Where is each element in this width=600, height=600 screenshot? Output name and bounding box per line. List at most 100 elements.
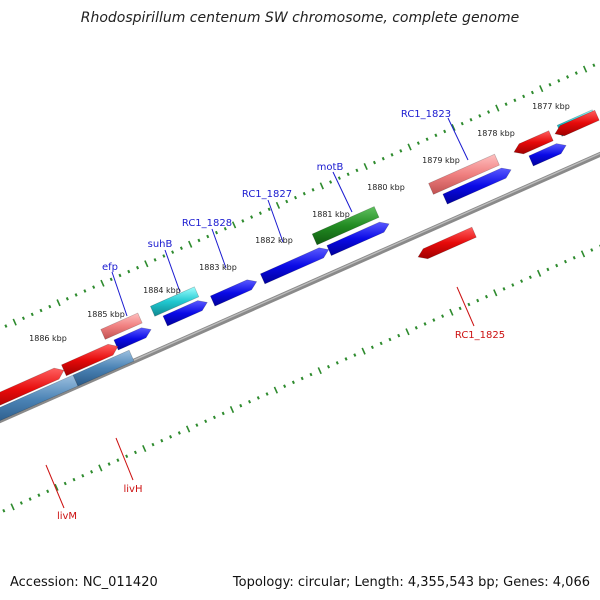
scale-tick: [48, 304, 52, 309]
scale-tick: [484, 294, 488, 299]
scale-tick: [566, 75, 570, 79]
scale-tick: [177, 431, 181, 435]
scale-tick: [326, 364, 331, 369]
scale-tick: [153, 258, 157, 262]
scale-tick: [361, 347, 366, 355]
scale-tick: [522, 94, 526, 99]
scale-tick: [337, 176, 341, 180]
scale-tick: [98, 464, 103, 472]
scale-tick: [37, 493, 41, 497]
scale-tick: [133, 450, 137, 455]
scale-tick: [530, 90, 534, 95]
scale-tick: [495, 104, 500, 112]
map-title: Rhodospirillum centenum SW chromosome, c…: [81, 10, 520, 26]
ticks-upper-track: [4, 63, 596, 328]
scale-tick: [188, 240, 193, 248]
scale-tick: [19, 501, 23, 505]
scale-tick: [179, 246, 183, 250]
scale-tick: [478, 114, 482, 118]
scale-tick: [214, 230, 219, 235]
gene-block-suhb: [150, 286, 200, 317]
scale-tick: [502, 287, 506, 291]
scale-tick: [335, 361, 339, 365]
scale-tick: [204, 419, 208, 424]
scale-tick: [136, 265, 140, 270]
kbp-label-1877: 1877 kbp: [532, 102, 570, 111]
scale-tick: [434, 133, 438, 138]
scale-tick: [63, 481, 67, 486]
scale-tick: [317, 367, 322, 375]
scale-tick: [563, 259, 567, 264]
label-connectors-blue: [111, 117, 469, 317]
gene-arrow-livh-red: [61, 343, 119, 377]
scale-tick: [405, 328, 410, 336]
gene-label-livm: livM: [57, 511, 77, 522]
scale-tick: [90, 470, 94, 474]
scale-tick: [372, 160, 377, 165]
scale-tick: [511, 283, 515, 287]
connector-livh: [115, 437, 134, 481]
scale-tick: [250, 215, 254, 219]
scale-tick: [2, 508, 6, 513]
gene-arrow-livm-red: [0, 367, 65, 406]
gene-arrow-rc1-1827: [260, 247, 330, 285]
scale-tick: [21, 316, 25, 321]
kbp-label-1883: 1883 kbp: [199, 263, 237, 272]
scale-tick: [239, 403, 243, 408]
scale-tick: [127, 269, 131, 274]
scale-tick: [397, 333, 401, 338]
scale-tick: [275, 201, 281, 209]
scale-tick: [528, 275, 532, 279]
scale-tick: [548, 82, 552, 87]
scale-tick: [109, 277, 113, 282]
scale-tick: [399, 149, 403, 153]
scale-tick: [346, 172, 350, 177]
scale-tick: [423, 322, 427, 326]
scale-tick: [590, 248, 594, 252]
kbp-label-1885: 1885 kbp: [87, 310, 125, 319]
gene-arrow-rc1-1828: [210, 279, 258, 307]
scale-tick: [10, 503, 15, 511]
gene-label-suhb: suhB: [148, 239, 173, 250]
scale-tick: [476, 298, 480, 303]
scale-tick: [54, 483, 59, 491]
scale-tick: [72, 477, 76, 482]
gene-arrow-rc1-1825: [417, 226, 477, 260]
scale-tick: [83, 289, 87, 293]
scale-tick: [142, 444, 147, 453]
scale-tick: [449, 308, 454, 316]
scale-tick: [160, 438, 164, 443]
scale-tick: [28, 497, 32, 501]
scale-tick: [81, 473, 85, 478]
scale-tick: [546, 267, 550, 272]
scale-tick: [580, 250, 586, 258]
scale-tick: [118, 273, 122, 278]
accession-text: Accession: NC_011420: [10, 575, 158, 590]
scale-tick: [300, 376, 304, 381]
scale-tick: [100, 279, 105, 287]
scale-tick: [311, 188, 315, 192]
scale-tick: [520, 279, 524, 283]
scale-tick: [223, 226, 227, 231]
scale-tick: [258, 211, 262, 215]
genome-summary-text: Topology: circular; Length: 4,355,543 bp…: [232, 575, 590, 590]
ticks-lower-track: [2, 244, 600, 513]
scale-tick: [493, 289, 498, 297]
scale-tick: [390, 153, 394, 157]
scale-tick: [241, 219, 245, 223]
scale-tick: [39, 308, 43, 313]
scale-tick: [381, 156, 385, 161]
gene-arrow-rc1-1823-adjacent: [442, 167, 512, 205]
gene-label-rc1-1827: RC1_1827: [242, 189, 292, 200]
gene-label-livh: livH: [124, 484, 143, 495]
gene-arrow-suhb-adjacent: [162, 300, 208, 327]
scale-tick: [441, 314, 445, 318]
scale-tick: [557, 79, 561, 83]
scale-tick: [265, 392, 269, 396]
scale-tick: [212, 415, 216, 420]
scale-tick: [379, 341, 383, 346]
kbp-label-1880: 1880 kbp: [367, 183, 405, 192]
scale-tick: [92, 285, 96, 289]
scale-tick: [302, 191, 306, 196]
